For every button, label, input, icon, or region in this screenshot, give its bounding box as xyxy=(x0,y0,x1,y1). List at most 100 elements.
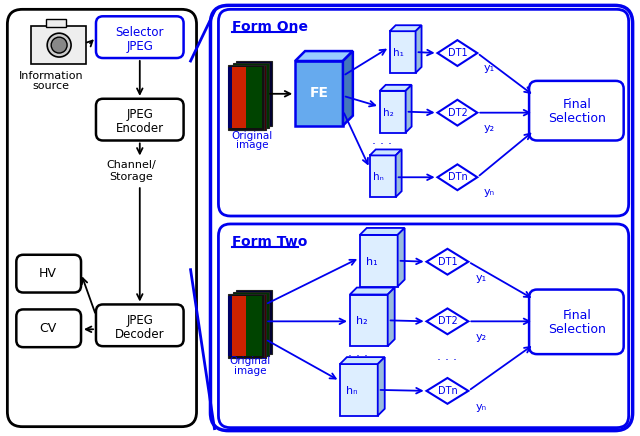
Text: y₂: y₂ xyxy=(476,332,487,342)
FancyBboxPatch shape xyxy=(211,5,632,431)
Circle shape xyxy=(51,37,67,53)
Polygon shape xyxy=(397,228,404,286)
Bar xyxy=(228,65,264,129)
Bar xyxy=(31,26,86,64)
Bar xyxy=(340,364,378,416)
Bar xyxy=(228,293,264,358)
Text: yₙ: yₙ xyxy=(476,402,487,412)
Polygon shape xyxy=(415,25,422,73)
Text: image: image xyxy=(234,366,266,376)
Text: h₁: h₁ xyxy=(366,257,378,267)
Bar xyxy=(380,91,406,133)
Text: Final: Final xyxy=(563,309,591,322)
Circle shape xyxy=(47,33,71,57)
Text: Decoder: Decoder xyxy=(115,328,164,341)
Bar xyxy=(228,67,232,128)
FancyBboxPatch shape xyxy=(218,9,628,216)
Polygon shape xyxy=(426,249,468,275)
FancyBboxPatch shape xyxy=(218,224,628,428)
FancyBboxPatch shape xyxy=(529,290,623,354)
Bar xyxy=(236,61,272,126)
Polygon shape xyxy=(426,378,468,404)
Text: Channel/: Channel/ xyxy=(106,160,156,170)
Text: hₙ: hₙ xyxy=(373,172,384,182)
Polygon shape xyxy=(406,85,412,133)
Text: y₂: y₂ xyxy=(484,123,495,133)
Polygon shape xyxy=(343,51,353,126)
Bar xyxy=(360,235,397,286)
Text: h₁: h₁ xyxy=(393,48,404,58)
Text: Selector: Selector xyxy=(116,26,164,39)
Polygon shape xyxy=(340,357,385,364)
Text: Original: Original xyxy=(232,130,273,140)
Text: DT1: DT1 xyxy=(447,48,467,58)
FancyBboxPatch shape xyxy=(8,9,196,427)
Text: . . .: . . . xyxy=(438,350,458,363)
Polygon shape xyxy=(390,25,422,31)
Text: Form Two: Form Two xyxy=(232,235,308,249)
Text: Form One: Form One xyxy=(232,20,308,34)
Text: HV: HV xyxy=(39,267,57,280)
Polygon shape xyxy=(350,288,395,294)
Text: DT2: DT2 xyxy=(438,317,458,326)
Bar xyxy=(234,63,269,128)
Text: h₂: h₂ xyxy=(356,317,367,326)
Bar xyxy=(230,65,266,129)
Bar xyxy=(230,296,248,356)
Bar xyxy=(295,61,343,126)
Bar xyxy=(390,31,415,73)
Text: . . .: . . . xyxy=(372,134,392,147)
Polygon shape xyxy=(396,150,402,197)
Text: Storage: Storage xyxy=(109,172,153,182)
Text: DTn: DTn xyxy=(438,386,458,396)
Text: y₁: y₁ xyxy=(476,272,487,283)
FancyBboxPatch shape xyxy=(17,255,81,293)
Bar xyxy=(230,293,266,358)
FancyBboxPatch shape xyxy=(96,99,184,140)
Polygon shape xyxy=(295,51,353,61)
Text: hₙ: hₙ xyxy=(346,386,358,396)
Text: Information: Information xyxy=(19,71,83,81)
Text: h₂: h₂ xyxy=(383,108,394,118)
Text: yₙ: yₙ xyxy=(484,187,495,197)
Text: . . .: . . . xyxy=(348,346,368,359)
Polygon shape xyxy=(438,100,477,126)
Text: JPEG: JPEG xyxy=(126,40,153,53)
Text: JPEG: JPEG xyxy=(126,108,153,121)
Text: CV: CV xyxy=(40,322,57,335)
Bar xyxy=(46,19,66,27)
FancyBboxPatch shape xyxy=(529,81,623,140)
Text: Encoder: Encoder xyxy=(116,122,164,135)
Polygon shape xyxy=(378,357,385,416)
Bar xyxy=(228,296,232,356)
Bar xyxy=(236,290,272,354)
Text: Selection: Selection xyxy=(548,323,606,336)
Text: JPEG: JPEG xyxy=(126,314,153,327)
FancyBboxPatch shape xyxy=(17,310,81,347)
Polygon shape xyxy=(360,228,404,235)
Bar xyxy=(350,294,388,346)
Text: DT2: DT2 xyxy=(447,108,467,118)
Text: source: source xyxy=(33,81,70,91)
Text: DT1: DT1 xyxy=(438,257,457,267)
Text: y₁: y₁ xyxy=(484,63,495,73)
Text: Original: Original xyxy=(230,356,271,366)
Polygon shape xyxy=(438,164,477,190)
Bar xyxy=(246,296,262,356)
Polygon shape xyxy=(380,85,412,91)
Polygon shape xyxy=(370,150,402,155)
Text: image: image xyxy=(236,140,269,150)
FancyBboxPatch shape xyxy=(96,16,184,58)
Text: Final: Final xyxy=(563,98,591,111)
Bar xyxy=(234,292,269,356)
Polygon shape xyxy=(388,288,395,346)
Bar xyxy=(230,67,248,128)
Polygon shape xyxy=(426,308,468,334)
Bar xyxy=(370,155,396,197)
FancyBboxPatch shape xyxy=(96,304,184,346)
Polygon shape xyxy=(438,40,477,66)
Bar xyxy=(246,67,262,128)
Text: Selection: Selection xyxy=(548,112,606,125)
Text: FE: FE xyxy=(310,86,328,100)
Text: DTn: DTn xyxy=(447,172,467,182)
